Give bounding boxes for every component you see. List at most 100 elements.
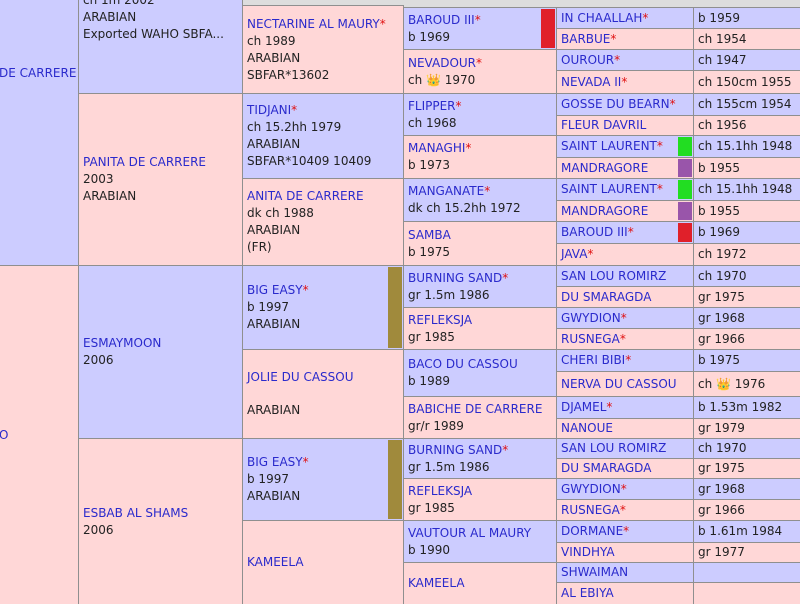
horse-detail: ch 👑 1976 <box>698 376 766 391</box>
horse-name-row: TIDJANI* <box>247 102 399 119</box>
pedigree-cell: ESBAB AL SHAMS 2006 <box>78 438 243 604</box>
horse-detail: dk ch 15.2hh 1972 <box>408 201 521 215</box>
horse-name: DU SMARAGDA <box>561 289 652 304</box>
horse-name: BURNING SAND <box>408 270 503 285</box>
horse-name: SAN LOU ROMIRZ <box>561 268 667 283</box>
star: * <box>455 98 462 113</box>
color-marker <box>388 267 402 348</box>
horse-detail: ch 15.1hh 1948 <box>698 139 793 153</box>
horse-name: FLEUR DAVRIL <box>561 118 647 132</box>
pedigree-cell: b 1955 <box>693 157 800 179</box>
horse-name-row: JAVA* <box>561 246 689 263</box>
horse-detail: 2006 <box>83 353 114 367</box>
star: * <box>619 331 626 346</box>
color-marker <box>388 440 402 519</box>
horse-name: ESMAYMOON <box>83 336 162 350</box>
color-marker <box>678 180 692 199</box>
pedigree-cell: MANDRAGORE <box>556 200 694 222</box>
star: * <box>476 55 483 70</box>
horse-detail: b 1959 <box>698 10 740 25</box>
star: * <box>474 12 481 27</box>
pedigree-cell: TIDJANI* ch 15.2hh 1979 ARABIAN SBFAR*10409… <box>242 93 404 179</box>
horse-detail: b 1.61m 1984 <box>698 524 783 538</box>
horse-detail: ch 👑 1970 <box>408 72 476 87</box>
horse-name-row: REFLEKSJA <box>408 312 552 329</box>
star: * <box>291 103 298 117</box>
pedigree-cell: NANOUE <box>556 418 694 439</box>
horse-name-row: GWYDION* <box>561 310 689 327</box>
horse-name: JOLIE DU CASSOU <box>247 370 354 384</box>
star: * <box>484 184 491 198</box>
horse-name-row: PANITA DE CARRERE <box>83 154 238 171</box>
horse-name-row: OUROUR* <box>561 52 689 69</box>
horse-detail: b 1.53m 1982 <box>698 400 783 414</box>
pedigree-cell: ch 15.1hh 1948 <box>693 178 800 201</box>
pedigree-cell: PANITA DE CARRERE 2003 ARABIAN <box>78 93 243 266</box>
star: * <box>656 139 663 153</box>
horse-name-row: SAINT LAURENT* <box>561 138 689 155</box>
horse-name: NANOUE <box>561 421 613 435</box>
horse-name-row: AL EBIYA <box>561 585 689 602</box>
horse-name-row: BURNING SAND* <box>408 442 552 459</box>
pedigree-cell: SAN LOU ROMIRZ <box>556 265 694 287</box>
horse-name-row: BAROUD III* <box>561 224 689 241</box>
horse-name: KAMEELA <box>408 576 465 590</box>
pedigree-cell: gr 1968 <box>693 307 800 329</box>
pedigree-cell: BURNING SAND* gr 1.5m 1986 <box>403 438 557 479</box>
star: * <box>465 141 472 155</box>
pedigree-cell: gr 1975 <box>693 458 800 479</box>
pedigree-cell: BAROUD III* <box>556 221 694 244</box>
pedigree-cell: MANGANATE* dk ch 15.2hh 1972 <box>403 178 557 222</box>
horse-name-row: NEVADOUR* <box>408 55 552 72</box>
horse-name: DJAMEL <box>561 400 607 414</box>
color-marker <box>678 159 692 177</box>
horse-name: TIDJANI <box>247 103 292 117</box>
horse-name: DU SMARAGDA <box>561 461 652 475</box>
pedigree-cell: NERVA DU CASSOU <box>556 371 694 397</box>
pedigree-cell: ch 15.1hh 1948 <box>693 135 800 158</box>
pedigree-cell: SAMBA b 1975 <box>403 221 557 266</box>
horse-detail: ch 1970 <box>698 268 747 283</box>
horse-detail: b 1969 <box>408 29 450 44</box>
pedigree-cell: DU SMARAGDA <box>556 286 694 308</box>
horse-detail: ch 1970 <box>698 441 747 455</box>
horse-name: DE CARRERE <box>0 65 77 80</box>
pedigree-cell: BURNING SAND* gr 1.5m 1986 <box>403 265 557 308</box>
pedigree-cell: ANITA DE CARRERE dk ch 1988 ARABIAN (FR) <box>242 178 404 266</box>
pedigree-cell: gr 1977 <box>693 542 800 563</box>
horse-name: BIG EASY <box>247 283 303 297</box>
star: * <box>620 310 627 325</box>
horse-name-row: ANITA DE CARRERE <box>247 188 399 205</box>
horse-name: DORMANE <box>561 524 624 538</box>
pedigree-cell: NEVADA II* <box>556 70 694 94</box>
horse-name: GWYDION <box>561 310 621 325</box>
horse-detail: b 1969 <box>698 225 740 239</box>
horse-name-row: DU SMARAGDA <box>561 289 689 306</box>
horse-detail: gr 1966 <box>698 502 745 517</box>
pedigree-cell: DE CARRERE <box>0 0 79 266</box>
pedigree-cell: ch 1956 <box>693 115 800 136</box>
horse-name-row: BAROUD III* <box>408 12 552 29</box>
horse-name: MANAGHI <box>408 141 466 155</box>
horse-name: CHERI BIBI <box>561 353 626 367</box>
horse-name-row: KAMEELA <box>408 575 552 592</box>
pedigree-cell: IN CHAALLAH* <box>556 7 694 29</box>
pedigree-cell: BIG EASY* b 1997 ARABIAN <box>242 438 404 521</box>
horse-detail: ch 1947 <box>698 52 747 67</box>
horse-detail: dk ch 1988 <box>247 206 314 220</box>
pedigree-cell: b 1.53m 1982 <box>693 396 800 419</box>
horse-detail: ARABIAN <box>247 317 301 331</box>
horse-name-row: FLEUR DAVRIL <box>561 117 689 134</box>
horse-name: MANDRAGORE <box>561 203 649 218</box>
pedigree-cell: FLEUR DAVRIL <box>556 115 694 136</box>
horse-detail: ch 15.1hh 1948 <box>698 182 793 196</box>
horse-name: BABICHE DE CARRERE <box>408 401 543 416</box>
pedigree-cell: JAVA* <box>556 243 694 266</box>
pedigree-cell: gr 1975 <box>693 286 800 308</box>
star: * <box>620 481 627 496</box>
star: * <box>642 10 649 25</box>
star: * <box>379 16 386 31</box>
horse-detail: ch 1954 <box>698 31 747 46</box>
pedigree-cell: NECTARINE AL MAURY* ch 1989 ARABIAN SBFAR*1… <box>242 5 404 94</box>
horse-name: NEVADA II <box>561 74 622 89</box>
